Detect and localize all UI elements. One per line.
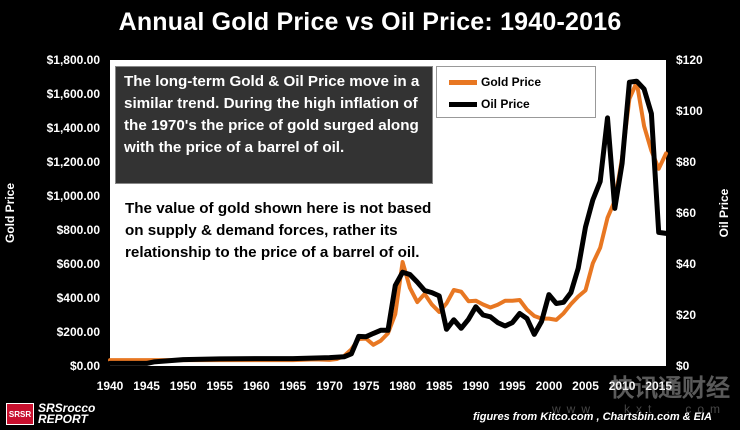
left-axis-tick-label: $600.00 — [57, 257, 101, 271]
legend-item-oil: Oil Price — [449, 94, 530, 114]
x-axis-tick-label: 1975 — [353, 379, 380, 393]
source-credit: figures from Kitco.com , Chartsbin.com &… — [473, 411, 712, 423]
legend-swatch-oil — [449, 101, 477, 107]
x-axis-tick-label: 1945 — [133, 379, 160, 393]
x-axis-tick-label: 1995 — [499, 379, 526, 393]
left-axis-tick-label: $400.00 — [57, 291, 101, 305]
oil-price-series — [107, 78, 669, 366]
left-axis-tick-label: $0.00 — [70, 359, 100, 373]
x-axis-tick-label: 1955 — [206, 379, 233, 393]
left-axis-tick-label: $1,000.00 — [47, 189, 101, 203]
srsrocco-logo: SRSR SRSrocco REPORT — [6, 402, 95, 426]
chart-title: Annual Gold Price vs Oil Price: 1940-201… — [118, 8, 622, 36]
left-axis-tick-label: $800.00 — [57, 223, 101, 237]
x-axis-tick-label: 2005 — [572, 379, 599, 393]
annotation-text-2: The value of gold shown here is not base… — [125, 200, 432, 261]
left-axis-tick-label: $1,800.00 — [47, 53, 101, 67]
x-axis-tick-label: 1985 — [426, 379, 453, 393]
legend-item-gold: Gold Price — [449, 72, 541, 92]
x-axis-tick-label: 1950 — [170, 379, 197, 393]
x-axis-tick-label: 2015 — [645, 379, 672, 393]
watermark-url: www . kxt . com — [551, 402, 726, 416]
right-axis-tick-label: $80 — [676, 155, 696, 169]
legend: Gold Price Oil Price — [436, 66, 596, 118]
x-axis-tick-label: 1990 — [462, 379, 489, 393]
x-axis-tick-label: 1965 — [280, 379, 307, 393]
annotation-box: The long-term Gold & Oil Price move in a… — [115, 66, 433, 184]
legend-label-gold: Gold Price — [481, 75, 542, 89]
right-axis-tick-label: $100 — [676, 104, 703, 118]
logo-badge: SRSR — [6, 403, 34, 425]
x-axis-tick-label: 1960 — [243, 379, 270, 393]
watermark: 快讯通财经 — [610, 375, 730, 402]
right-axis-tick-label: $0 — [676, 359, 690, 373]
right-axis-tick-labels: $0 $20 $40 $60 $80 $100 $120 — [676, 53, 703, 373]
left-axis-tick-label: $200.00 — [57, 325, 101, 339]
annotation-text-1: The long-term Gold & Oil Price move in a… — [124, 73, 420, 156]
left-axis-tick-labels: $0.00 $200.00 $400.00 $600.00 $800.00 $1,000.… — [47, 53, 101, 373]
logo-line-1: SRSrocco — [38, 401, 96, 415]
left-axis-tick-label: $1,200.00 — [47, 155, 101, 169]
right-axis-label: Oil Price — [717, 188, 731, 237]
right-axis-tick-label: $120 — [676, 53, 703, 67]
legend-swatch-gold — [449, 79, 477, 85]
right-axis-tick-label: $60 — [676, 206, 696, 220]
x-axis-tick-label: 2000 — [536, 379, 563, 393]
left-axis-tick-label: $1,600.00 — [47, 87, 101, 101]
right-axis-tick-label: $40 — [676, 257, 696, 271]
logo-line-2: REPORT — [38, 412, 88, 426]
left-axis-label: Gold Price — [3, 183, 17, 243]
x-axis-tick-label: 1970 — [316, 379, 343, 393]
legend-label-oil: Oil Price — [481, 97, 530, 111]
left-axis-tick-label: $1,400.00 — [47, 121, 101, 135]
x-axis-tick-labels: 1940 1945 1950 1955 1960 1965 1970 1975 1980 1985… — [97, 379, 673, 393]
oil-price-line — [107, 78, 669, 366]
x-axis-tick-label: 2010 — [609, 379, 636, 393]
logo-text: SRSrocco REPORT — [38, 401, 96, 426]
right-axis-tick-label: $20 — [676, 308, 696, 322]
x-axis-tick-label: 1980 — [389, 379, 416, 393]
x-axis-tick-label: 1940 — [97, 379, 124, 393]
